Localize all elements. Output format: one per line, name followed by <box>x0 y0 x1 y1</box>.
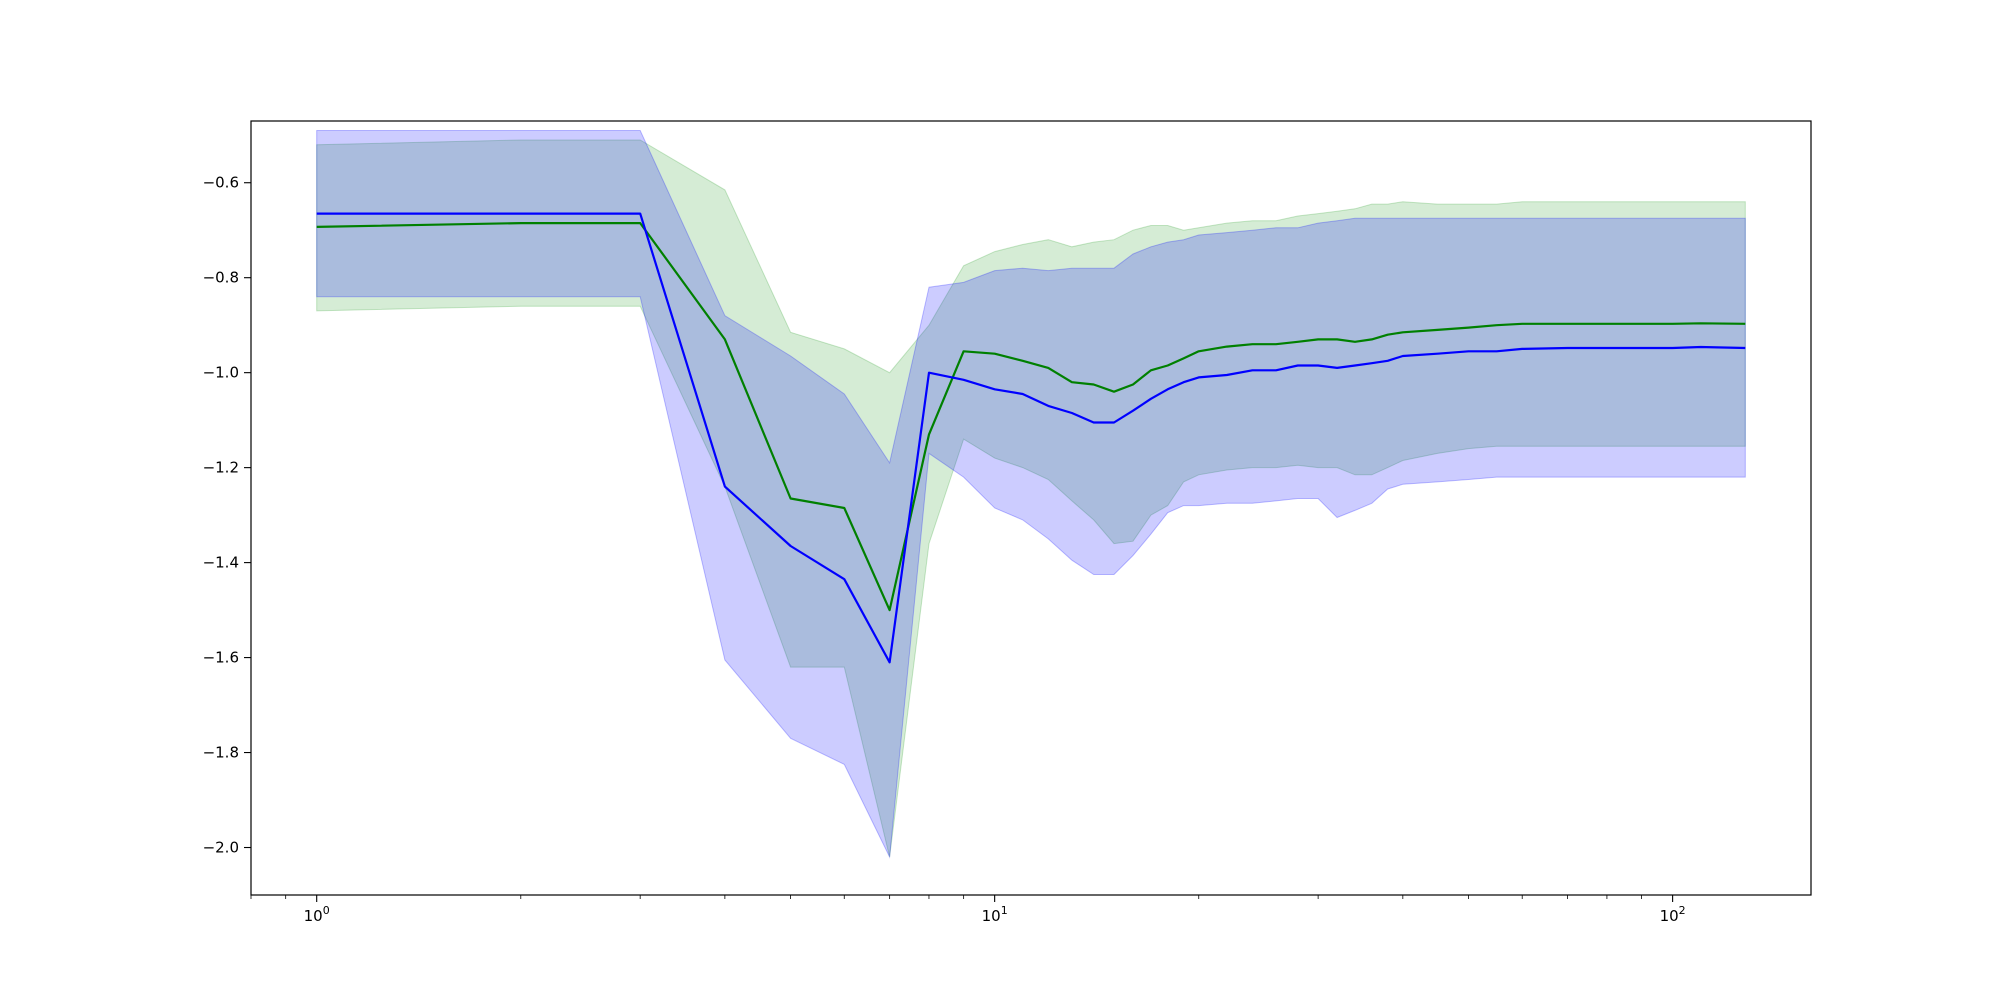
y-axis: −0.6 −0.8 −1.0 −1.2 −1.4 −1.6 −1.8 −2.0 <box>203 174 251 857</box>
y-tick-label: −1.0 <box>203 364 239 382</box>
y-tick-label: −0.6 <box>203 174 239 192</box>
y-tick-label: −1.2 <box>203 459 239 477</box>
y-tick-label: −0.8 <box>203 269 239 287</box>
x-axis: 100 101 102 <box>250 895 1686 925</box>
y-tick-label: −2.0 <box>203 839 239 857</box>
series-2-band <box>316 130 1746 859</box>
y-tick-label: −1.4 <box>203 554 239 572</box>
y-tick-label: −1.8 <box>203 744 239 762</box>
series-2-line <box>316 212 1746 664</box>
x-tick-label: 102 <box>1660 904 1686 925</box>
y-tick-label: −1.6 <box>203 649 239 667</box>
x-tick-label: 100 <box>304 904 330 925</box>
confidence-bands <box>316 130 1746 859</box>
series-lines <box>316 212 1746 664</box>
plot-frame <box>250 120 1812 896</box>
x-tick-label: 101 <box>982 904 1008 925</box>
